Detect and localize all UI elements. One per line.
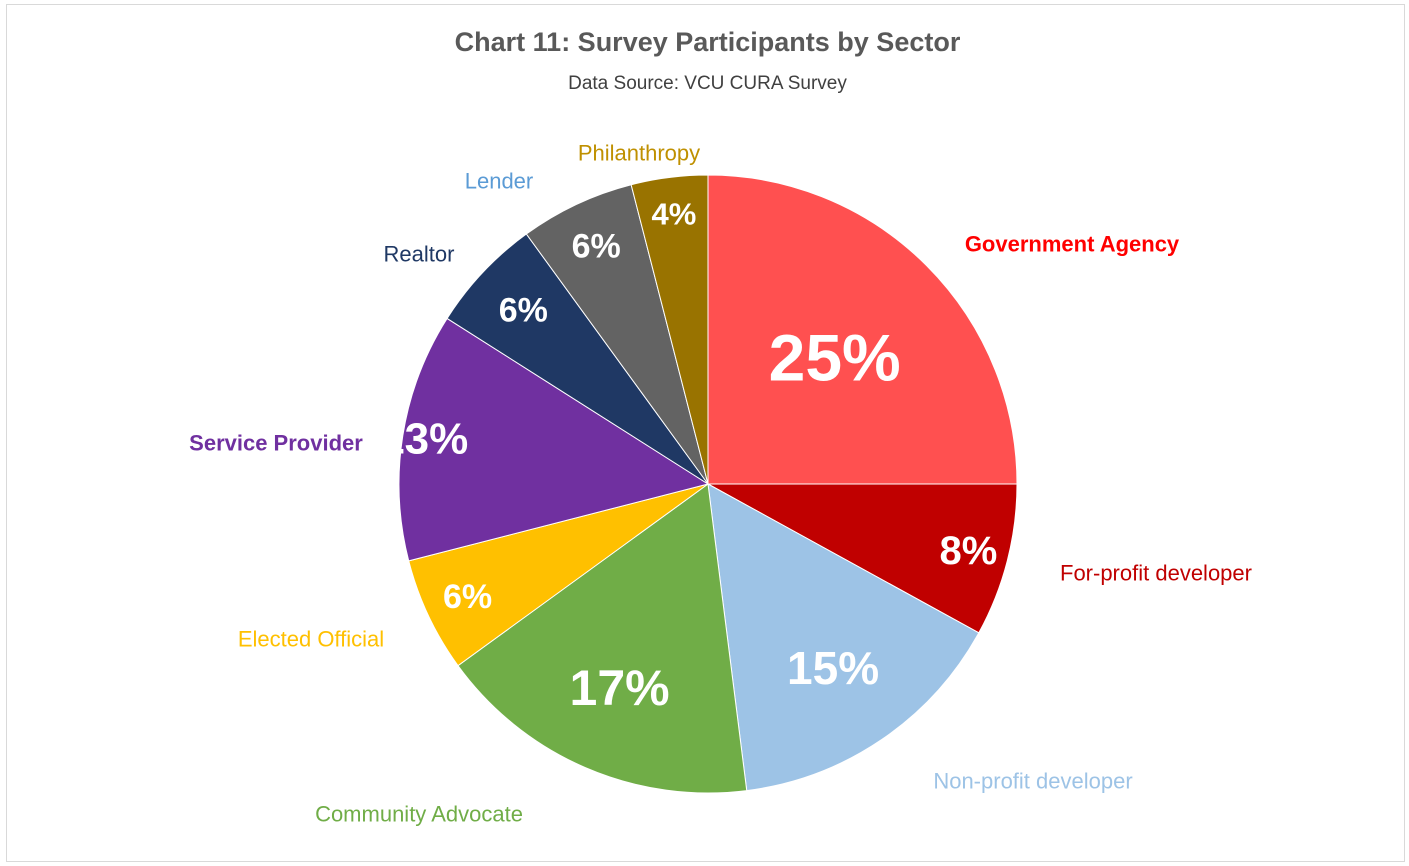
category-labels: Government Agency For-profit developer Non… [189, 141, 1252, 827]
pie-slices [398, 174, 1018, 794]
category-label: For-profit developer [1060, 561, 1252, 586]
percent-label: 15% [787, 642, 879, 694]
pie-slice-philanthropy [630, 174, 709, 485]
percent-label: 8% [939, 529, 997, 573]
percent-label: 6% [443, 578, 492, 616]
category-label: Elected Official [238, 627, 384, 652]
percent-label: 13% [380, 415, 468, 464]
percent-label: 4% [651, 197, 696, 232]
chart-title: Chart 11: Survey Participants by Sector [454, 27, 961, 57]
chart-subtitle: Data Source: VCU CURA Survey [568, 73, 847, 94]
percent-labels: 25% 8% 15% 17% 6% 13% 6% 6% 4% [380, 197, 997, 717]
percent-label: 25% [769, 320, 901, 394]
percent-label: 6% [572, 227, 621, 265]
category-label: Philanthropy [578, 141, 700, 166]
percent-label: 6% [499, 292, 548, 330]
pie-slice-government-agency [707, 174, 1018, 485]
category-label: Realtor [384, 242, 455, 267]
pie-slice-for-profit-developer [707, 483, 1018, 634]
category-label: Service Provider [189, 431, 363, 456]
category-label: Non-profit developer [933, 769, 1132, 794]
category-label: Lender [465, 169, 534, 194]
category-label: Community Advocate [315, 802, 523, 827]
percent-label: 17% [570, 660, 670, 716]
pie-slice-non-profit-developer [707, 483, 980, 792]
pie-slice-community-advocate [457, 483, 748, 794]
category-label: Government Agency [965, 232, 1180, 257]
pie-slice-service-provider [398, 317, 710, 562]
